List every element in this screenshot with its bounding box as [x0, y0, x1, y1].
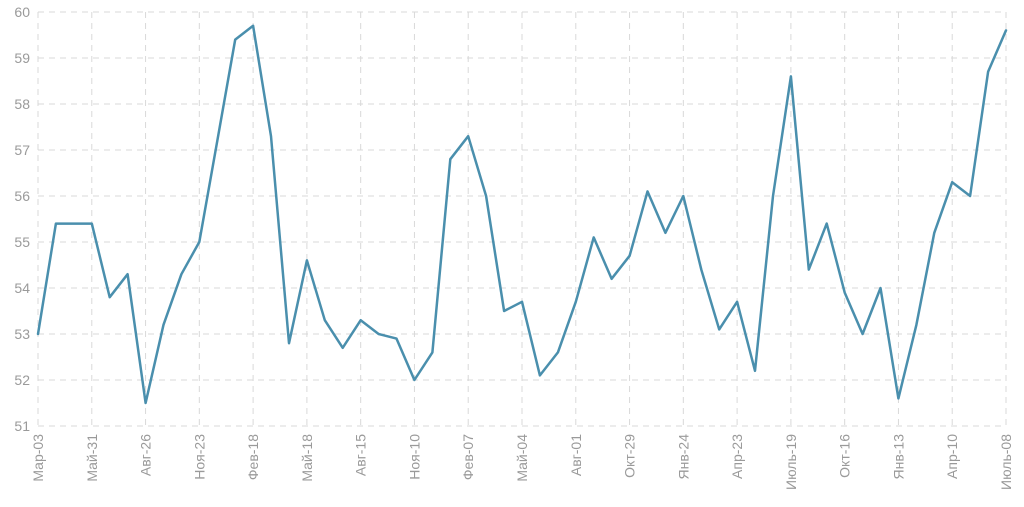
- y-tick-label: 60: [14, 4, 30, 20]
- data-point: [663, 231, 667, 235]
- x-tick-label: Окт-29: [622, 434, 638, 478]
- data-point: [126, 272, 130, 276]
- x-tick-label: Май-31: [84, 434, 100, 482]
- data-point: [861, 332, 865, 336]
- data-point: [305, 258, 309, 262]
- x-tick-label: Авг-15: [353, 434, 369, 476]
- y-tick-label: 59: [14, 50, 30, 66]
- data-point: [932, 231, 936, 235]
- data-point: [556, 350, 560, 354]
- data-point: [448, 157, 452, 161]
- data-point: [771, 194, 775, 198]
- data-point: [986, 70, 990, 74]
- x-tick-label: Фев-07: [460, 434, 476, 480]
- data-point: [843, 291, 847, 295]
- data-point: [807, 268, 811, 272]
- y-tick-label: 57: [14, 142, 30, 158]
- data-point: [412, 378, 416, 382]
- data-point: [269, 134, 273, 138]
- data-point: [789, 74, 793, 78]
- x-tick-label: Июль-08: [998, 434, 1014, 490]
- data-point: [90, 222, 94, 226]
- data-point: [108, 295, 112, 299]
- data-point: [466, 134, 470, 138]
- data-point: [950, 180, 954, 184]
- data-point: [610, 277, 614, 281]
- y-tick-label: 51: [14, 418, 30, 434]
- x-tick-label: Янв-24: [675, 434, 691, 480]
- data-point: [430, 350, 434, 354]
- data-point: [538, 373, 542, 377]
- x-tick-label: Июль-19: [783, 434, 799, 490]
- x-tick-label: Янв-13: [890, 434, 906, 480]
- data-point: [484, 194, 488, 198]
- data-point: [592, 235, 596, 239]
- data-point: [377, 332, 381, 336]
- data-point: [628, 254, 632, 258]
- y-tick-label: 58: [14, 96, 30, 112]
- data-point: [36, 332, 40, 336]
- data-point: [753, 369, 757, 373]
- data-point: [395, 337, 399, 341]
- data-point: [735, 300, 739, 304]
- data-point: [645, 189, 649, 193]
- data-point: [879, 286, 883, 290]
- data-point: [341, 346, 345, 350]
- x-tick-label: Мар-03: [30, 434, 46, 482]
- x-tick-label: Май-18: [299, 434, 315, 482]
- x-tick-label: Май-04: [514, 434, 530, 482]
- grid: [37, 11, 1007, 427]
- data-point: [323, 318, 327, 322]
- data-point: [215, 139, 219, 143]
- x-axis-ticks: Мар-03 Май-31 Авг-26 Ноя-23 Фев-18 Май-18 Авг-…: [30, 434, 1014, 490]
- data-point: [54, 222, 58, 226]
- x-tick-label: Апр-10: [944, 434, 960, 479]
- data-point: [233, 38, 237, 42]
- data-point: [520, 300, 524, 304]
- data-point: [825, 222, 829, 226]
- x-tick-label: Авг-01: [568, 434, 584, 476]
- x-tick-label: Авг-26: [138, 434, 154, 476]
- data-point: [72, 222, 76, 226]
- y-axis-ticks: 51 52 53 54 55 56 57 58 59 60: [14, 4, 30, 434]
- y-tick-label: 53: [14, 326, 30, 342]
- data-point: [1004, 28, 1008, 32]
- x-tick-label: Апр-23: [729, 434, 745, 479]
- x-tick-label: Фев-18: [245, 434, 261, 480]
- data-point: [197, 240, 201, 244]
- x-tick-label: Ноя-10: [406, 434, 422, 480]
- data-point: [251, 24, 255, 28]
- y-tick-label: 52: [14, 372, 30, 388]
- data-point: [161, 323, 165, 327]
- series-line: [36, 24, 1008, 405]
- y-tick-label: 55: [14, 234, 30, 250]
- data-point: [968, 194, 972, 198]
- data-point: [179, 272, 183, 276]
- data-point: [681, 194, 685, 198]
- data-point: [359, 318, 363, 322]
- data-point: [717, 327, 721, 331]
- data-point: [144, 401, 148, 405]
- data-point: [287, 341, 291, 345]
- series-layer: [36, 24, 1008, 405]
- x-tick-label: Ноя-23: [191, 434, 207, 480]
- y-tick-label: 54: [14, 280, 30, 296]
- data-point: [699, 268, 703, 272]
- y-tick-label: 56: [14, 188, 30, 204]
- data-point: [914, 323, 918, 327]
- data-point: [502, 309, 506, 313]
- data-point: [896, 396, 900, 400]
- x-tick-label: Окт-16: [837, 434, 853, 478]
- data-point: [574, 300, 578, 304]
